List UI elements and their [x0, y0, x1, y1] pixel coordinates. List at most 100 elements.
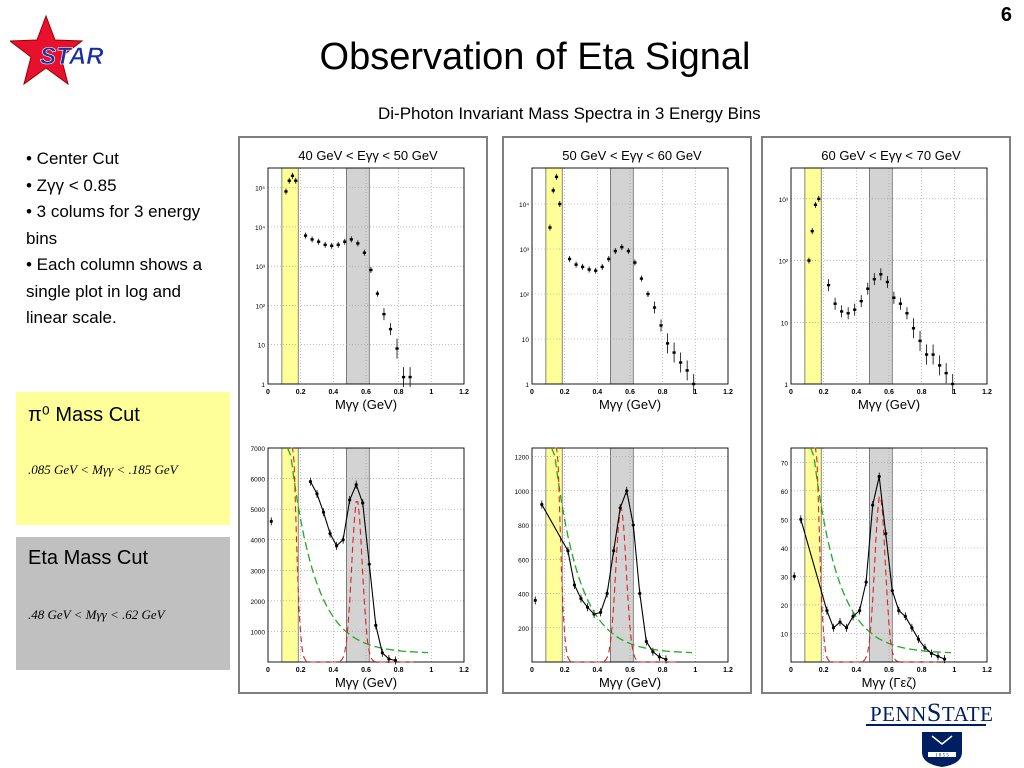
data-point — [810, 229, 814, 233]
data-point — [944, 371, 948, 375]
data-point — [533, 598, 537, 602]
data-point — [951, 382, 955, 386]
data-point — [401, 375, 406, 379]
data-point — [866, 287, 870, 290]
data-point — [336, 243, 340, 247]
x-tick-label: 1 — [429, 389, 433, 396]
data-point — [349, 238, 353, 241]
data-point — [551, 189, 555, 192]
data-point — [388, 327, 393, 331]
x-axis-label: Mγγ (GeV) — [335, 675, 397, 690]
y-tick-label: 10 — [258, 343, 266, 350]
x-axis-label: Mγγ (GeV) — [599, 675, 661, 690]
data-point — [813, 203, 818, 207]
data-point — [652, 306, 657, 309]
eta-mass-cut-formula: .48 GeV < Mγγ < .62 GeV — [28, 607, 165, 622]
x-tick-label: 0.2 — [560, 667, 570, 674]
data-point — [287, 179, 291, 182]
y-tick-label: 2000 — [251, 599, 266, 606]
energy-bin-panel-3: 1 10 10² 10³ 0 0.2 0.4 0.6 0.8 1 1.2 Mγγ (GeV) 60 Ge… — [761, 136, 1011, 694]
x-tick-label: 0 — [789, 389, 793, 396]
background-fit-curve — [809, 447, 952, 654]
pi0-cut-band — [281, 167, 299, 385]
pi0-cut-band — [545, 167, 563, 385]
x-tick-label: 1 — [952, 667, 956, 674]
data-point — [679, 361, 683, 364]
data-point — [659, 324, 663, 327]
pi0-mass-cut-title: π⁰ Mass Cut — [28, 404, 140, 426]
plot-frame — [267, 447, 465, 663]
data-point — [872, 277, 876, 281]
eta-cut-band — [869, 447, 893, 663]
data-point — [885, 280, 889, 284]
total-fit-curve — [310, 481, 396, 662]
x-tick-label: 0.2 — [819, 389, 829, 396]
energy-bin-title: 40 GeV < Eγγ < 50 GeV — [298, 148, 438, 163]
x-tick-label: 0 — [789, 667, 793, 674]
x-tick-label: 1.2 — [982, 389, 992, 396]
x-tick-label: 0.2 — [819, 667, 829, 674]
data-point — [375, 292, 380, 295]
data-point — [607, 257, 611, 261]
y-tick-label: 50 — [781, 517, 789, 524]
x-axis-label: Mγγ (Γεζ) — [862, 675, 917, 690]
energy-bin-panel-1: 1 10 10² 10³ 10⁴ 10⁵ 0 0.2 0.4 0.6 0.8 1 1.2 Mγγ (GeV… — [238, 136, 488, 694]
data-point — [310, 238, 314, 241]
data-point — [846, 312, 850, 315]
slide-title: Observation of Eta Signal — [319, 36, 751, 78]
data-point — [898, 302, 903, 305]
data-point — [853, 308, 857, 311]
plots-subtitle: Di-Photon Invariant Mass Spectra in 3 En… — [378, 104, 761, 123]
data-point — [911, 327, 916, 330]
data-point — [356, 242, 360, 245]
y-tick-label: 1 — [784, 382, 788, 389]
bullet-item: • Center Cut — [26, 149, 119, 168]
y-tick-label: 200 — [518, 626, 529, 633]
y-tick-label: 1000 — [251, 629, 266, 636]
y-tick-label: 10 — [781, 631, 789, 638]
data-point — [548, 226, 552, 229]
y-tick-label: 70 — [781, 460, 789, 467]
y-tick-label: 1 — [261, 382, 265, 389]
data-point — [323, 243, 327, 247]
x-axis-label: Mγγ (GeV) — [599, 397, 661, 412]
data-point — [792, 574, 796, 578]
x-tick-label: 0.6 — [625, 389, 635, 396]
x-tick-label: 1.2 — [459, 667, 469, 674]
x-tick-label: 1.2 — [723, 667, 733, 674]
x-axis-label: Mγγ (GeV) — [335, 397, 397, 412]
data-point — [581, 265, 585, 269]
bullet-item: • Zγγ < 0.85 — [26, 175, 117, 195]
data-point — [290, 174, 295, 178]
data-point — [343, 240, 347, 243]
data-point — [833, 302, 837, 305]
y-tick-label: 10³ — [256, 264, 266, 271]
x-axis-label: Mγγ (GeV) — [858, 397, 920, 412]
energy-bin-title: 60 GeV < Eγγ < 70 GeV — [821, 148, 961, 163]
data-point — [859, 299, 863, 303]
x-tick-label: 0.4 — [592, 389, 602, 396]
data-point — [924, 353, 929, 356]
data-point — [918, 339, 922, 343]
pennstate-underline — [866, 724, 986, 726]
x-tick-label: 0 — [266, 389, 270, 396]
x-tick-label: 0.4 — [851, 667, 861, 674]
data-point — [639, 277, 644, 280]
data-point — [613, 249, 617, 253]
total-fit-curve — [541, 488, 667, 660]
x-tick-label: 1.2 — [723, 389, 733, 396]
x-tick-label: 0 — [530, 667, 534, 674]
y-tick-label: 10⁵ — [255, 186, 265, 193]
pennstate-shield-icon: 1 8 5 5 — [922, 732, 962, 767]
pi0-cut-band — [545, 447, 563, 663]
y-tick-label: 1200 — [515, 455, 530, 462]
plot-frame — [531, 167, 729, 385]
x-tick-label: 1.2 — [982, 667, 992, 674]
data-point — [633, 261, 637, 264]
plot-frame — [531, 447, 729, 663]
data-point — [672, 351, 676, 354]
y-tick-label: 40 — [781, 546, 789, 553]
x-tick-label: 0.8 — [917, 389, 927, 396]
x-tick-label: 0.4 — [851, 389, 861, 396]
